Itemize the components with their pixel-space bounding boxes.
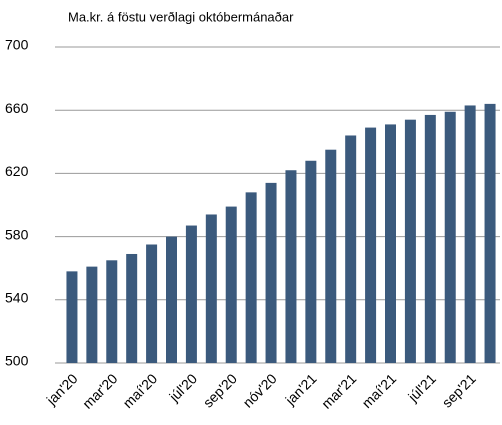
bar [225, 206, 237, 363]
bar [444, 111, 456, 363]
bar [385, 124, 396, 363]
bar [365, 127, 377, 363]
bar [404, 119, 416, 364]
x-tick-label: sep'20 [200, 370, 240, 410]
bar [464, 105, 476, 364]
x-tick-label: mar'21 [318, 370, 359, 411]
x-tick-label: júl'21 [404, 370, 439, 405]
x-tick-label: maí'20 [120, 370, 161, 411]
y-tick-label: 700 [5, 37, 29, 53]
bar [245, 192, 257, 363]
bar [86, 266, 98, 363]
bar [126, 253, 138, 363]
x-tick-label: jan'20 [43, 370, 81, 408]
x-tick-label: nóv'20 [240, 370, 280, 410]
bar [285, 170, 297, 363]
y-tick-label: 620 [5, 163, 29, 179]
bar [205, 214, 217, 363]
bar [166, 236, 177, 363]
x-tick-label: jan'21 [281, 370, 319, 408]
bar [265, 182, 277, 363]
x-tick-label: júl'20 [165, 370, 200, 405]
bar [106, 260, 118, 363]
bar [305, 160, 317, 363]
x-tick-label: sep'21 [439, 370, 479, 410]
y-tick-label: 580 [5, 226, 29, 242]
bar [345, 135, 357, 363]
bar [66, 271, 78, 363]
bar [325, 149, 337, 363]
y-tick-label: 540 [5, 290, 29, 306]
x-tick-label: maí'21 [359, 370, 400, 411]
bar [424, 114, 436, 363]
bar [484, 103, 496, 363]
bar [146, 244, 158, 363]
chart-title: Ma.kr. á föstu verðlagi októbermánaðar [68, 9, 294, 24]
y-tick-label: 500 [5, 353, 29, 369]
bar [185, 225, 197, 363]
y-tick-label: 660 [5, 100, 29, 116]
x-tick-label: mar'20 [79, 370, 120, 411]
